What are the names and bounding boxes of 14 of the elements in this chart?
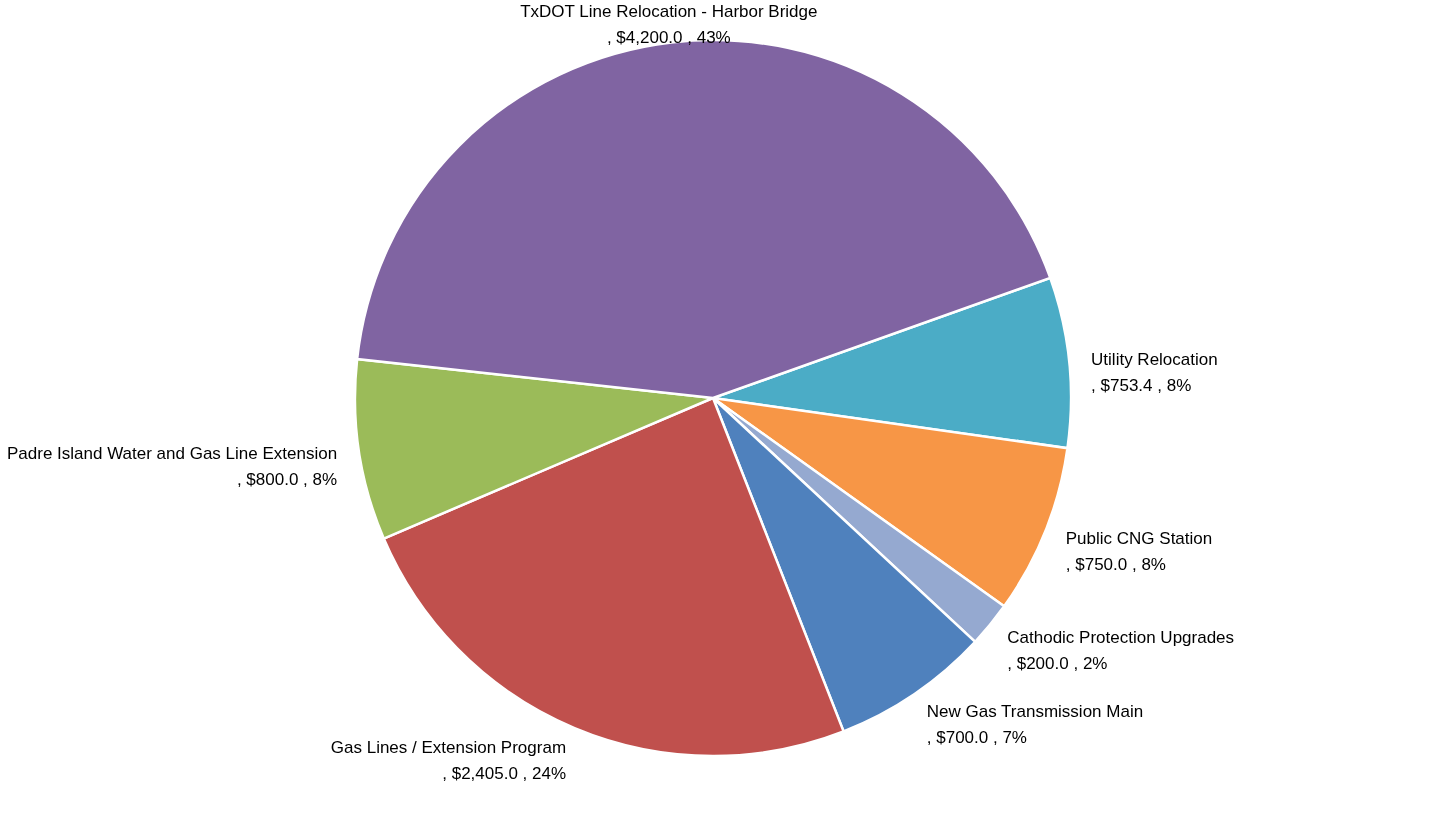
data-label: , $2,405.0 , 24% — [442, 764, 567, 784]
data-label: , $4,200.0 , 43% — [606, 27, 731, 47]
data-label: , $700.0 , 7% — [926, 728, 1027, 748]
data-label: , $200.0 , 2% — [1007, 654, 1108, 674]
slice-label: New Gas Transmission Main — [926, 702, 1144, 722]
data-label: , $750.0 , 8% — [1065, 555, 1166, 575]
slice-label: Padre Island Water and Gas Line Extension — [6, 443, 338, 463]
slice-label: Gas Lines / Extension Program — [330, 738, 567, 758]
slice-label: Utility Relocation — [1091, 349, 1218, 369]
slice-label: Public CNG Station — [1065, 529, 1213, 549]
data-label: , $800.0 , 8% — [236, 469, 338, 489]
data-label: , $753.4 , 8% — [1091, 375, 1192, 395]
slice-label: TxDOT Line Relocation - Harbor Bridge — [520, 1, 818, 21]
slice-label: Cathodic Protection Upgrades — [1007, 628, 1235, 648]
